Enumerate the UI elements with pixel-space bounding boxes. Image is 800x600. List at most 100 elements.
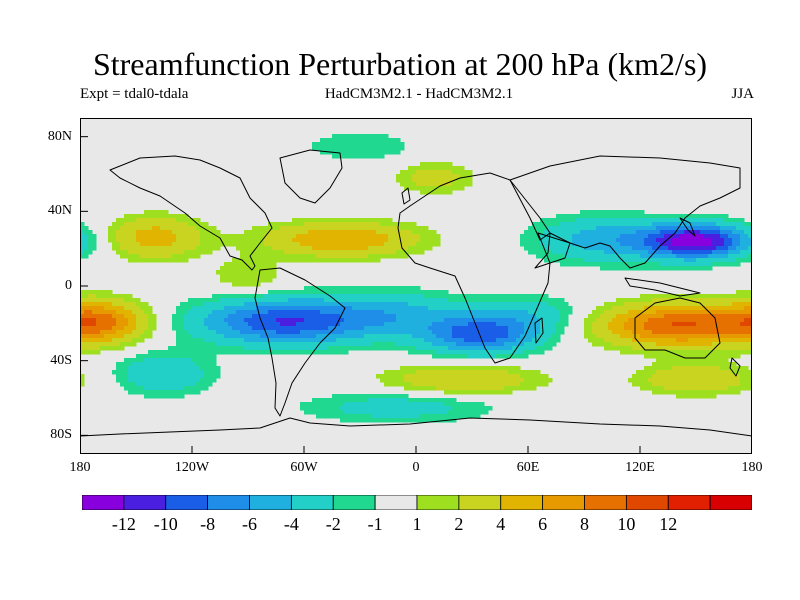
field-cell xyxy=(584,258,589,263)
field-cell xyxy=(592,218,597,223)
field-cell xyxy=(304,310,309,315)
field-cell xyxy=(480,370,485,375)
field-cell xyxy=(608,258,613,263)
field-cell xyxy=(640,250,645,255)
field-cell xyxy=(344,402,349,407)
field-cell xyxy=(316,402,321,407)
field-cell xyxy=(372,230,377,235)
field-cell xyxy=(440,294,445,299)
field-cell xyxy=(692,358,697,363)
field-cell xyxy=(340,338,345,343)
field-cell xyxy=(700,298,705,303)
field-cell xyxy=(632,250,637,255)
field-cell xyxy=(388,382,393,387)
field-cell xyxy=(92,322,97,327)
field-cell xyxy=(480,334,485,339)
field-cell xyxy=(104,342,109,347)
field-cell xyxy=(528,374,533,379)
field-cell xyxy=(396,338,401,343)
field-cell xyxy=(348,346,353,351)
field-cell xyxy=(332,302,337,307)
field-cell xyxy=(472,322,477,327)
field-cell xyxy=(136,378,141,383)
field-cell xyxy=(664,350,669,355)
field-cell xyxy=(704,326,709,331)
field-cell xyxy=(332,330,337,335)
field-cell xyxy=(624,338,629,343)
field-cell xyxy=(648,374,653,379)
field-cell xyxy=(592,334,597,339)
field-cell xyxy=(648,230,653,235)
field-cell xyxy=(632,374,637,379)
field-cell xyxy=(436,354,441,359)
field-cell xyxy=(208,334,213,339)
field-cell xyxy=(584,226,589,231)
field-cell xyxy=(392,330,397,335)
field-cell xyxy=(304,410,309,415)
field-cell xyxy=(84,306,89,311)
field-cell xyxy=(228,318,233,323)
field-cell xyxy=(144,394,149,399)
field-cell xyxy=(680,302,685,307)
field-cell xyxy=(700,382,705,387)
field-cell xyxy=(372,134,377,139)
field-cell xyxy=(196,242,201,247)
field-cell xyxy=(124,218,129,223)
field-cell xyxy=(380,406,385,411)
field-cell xyxy=(328,138,333,143)
field-cell xyxy=(100,318,105,323)
field-cell xyxy=(672,250,677,255)
field-cell xyxy=(536,314,541,319)
field-cell xyxy=(328,142,333,147)
field-cell xyxy=(672,314,677,319)
field-cell xyxy=(596,262,601,267)
field-cell xyxy=(280,250,285,255)
field-cell xyxy=(656,226,661,231)
field-cell xyxy=(392,322,397,327)
field-cell xyxy=(600,230,605,235)
field-cell xyxy=(288,290,293,295)
field-cell xyxy=(600,338,605,343)
field-cell xyxy=(588,242,593,247)
field-cell xyxy=(336,238,341,243)
field-cell xyxy=(236,350,241,355)
field-cell xyxy=(548,238,553,243)
field-cell xyxy=(388,398,393,403)
field-cell xyxy=(180,362,185,367)
field-cell xyxy=(524,318,529,323)
field-cell xyxy=(548,310,553,315)
field-cell xyxy=(248,334,253,339)
field-cell xyxy=(660,238,665,243)
field-cell xyxy=(244,246,249,251)
field-cell xyxy=(336,398,341,403)
field-cell xyxy=(496,294,501,299)
field-cell xyxy=(480,386,485,391)
field-cell xyxy=(588,214,593,219)
field-cell xyxy=(336,142,341,147)
field-cell xyxy=(112,334,117,339)
field-cell xyxy=(436,306,441,311)
field-cell xyxy=(680,358,685,363)
field-cell xyxy=(136,386,141,391)
field-cell xyxy=(100,334,105,339)
field-cell xyxy=(276,234,281,239)
field-cell xyxy=(528,338,533,343)
field-cell xyxy=(232,266,237,271)
field-cell xyxy=(576,242,581,247)
field-cell xyxy=(408,230,413,235)
field-cell xyxy=(148,326,153,331)
field-cell xyxy=(672,230,677,235)
field-cell xyxy=(524,326,529,331)
field-cell xyxy=(652,330,657,335)
field-cell xyxy=(216,230,221,235)
field-cell xyxy=(476,346,481,351)
field-cell xyxy=(332,242,337,247)
field-cell xyxy=(196,318,201,323)
field-cell xyxy=(548,330,553,335)
field-cell xyxy=(368,226,373,231)
field-cell xyxy=(620,234,625,239)
field-cell xyxy=(432,310,437,315)
field-cell xyxy=(400,306,405,311)
field-cell xyxy=(172,230,177,235)
field-cell xyxy=(332,298,337,303)
